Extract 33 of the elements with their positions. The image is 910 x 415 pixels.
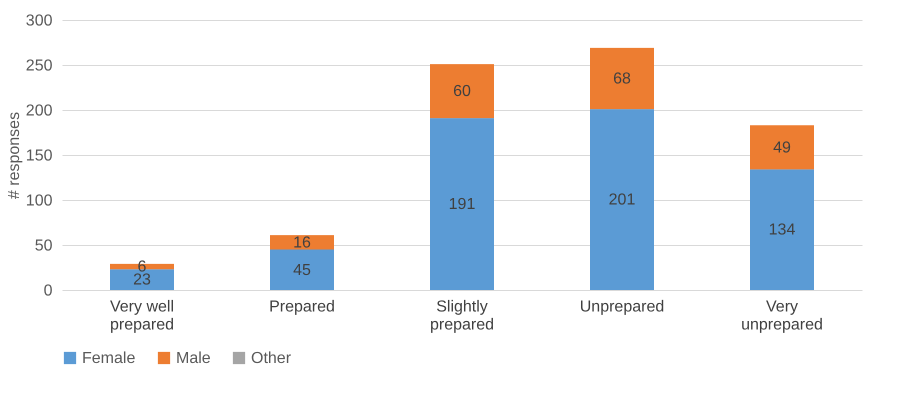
bar bbox=[590, 109, 654, 290]
legend-label: Male bbox=[176, 350, 211, 367]
bar bbox=[590, 48, 654, 110]
x-tick-label: Very well prepared bbox=[110, 298, 174, 334]
data-label: 201 bbox=[608, 192, 636, 209]
x-tick-label: Very unprepared bbox=[741, 298, 823, 334]
data-label: 134 bbox=[768, 222, 796, 239]
legend-label: Other bbox=[251, 350, 292, 367]
y-tick-label: 200 bbox=[26, 102, 53, 120]
data-label: 16 bbox=[293, 234, 311, 252]
y-tick-label: 100 bbox=[26, 192, 53, 210]
data-label: 60 bbox=[453, 83, 471, 100]
data-label: 49 bbox=[773, 139, 791, 156]
x-tick-label: Unprepared bbox=[580, 298, 664, 316]
y-tick-label: 50 bbox=[34, 238, 53, 254]
data-label: 191 bbox=[448, 196, 476, 214]
bar bbox=[270, 235, 334, 250]
bar bbox=[750, 125, 814, 170]
y-tick-label: 0 bbox=[44, 282, 53, 300]
x-tick-label: Slightly prepared bbox=[430, 298, 494, 334]
data-label: 45 bbox=[293, 262, 311, 279]
y-tick-label: 150 bbox=[26, 148, 53, 164]
legend-label: Female bbox=[82, 350, 136, 367]
y-tick-label: 250 bbox=[26, 58, 53, 74]
bar bbox=[430, 64, 494, 118]
bar bbox=[750, 169, 814, 290]
data-label: 23 bbox=[133, 272, 151, 289]
data-label: 68 bbox=[613, 70, 631, 88]
x-tick-label: Prepared bbox=[269, 298, 335, 316]
y-axis-title: # responses bbox=[6, 112, 23, 200]
bar bbox=[430, 118, 494, 290]
bar bbox=[270, 250, 334, 290]
y-tick-label: 300 bbox=[26, 12, 53, 30]
